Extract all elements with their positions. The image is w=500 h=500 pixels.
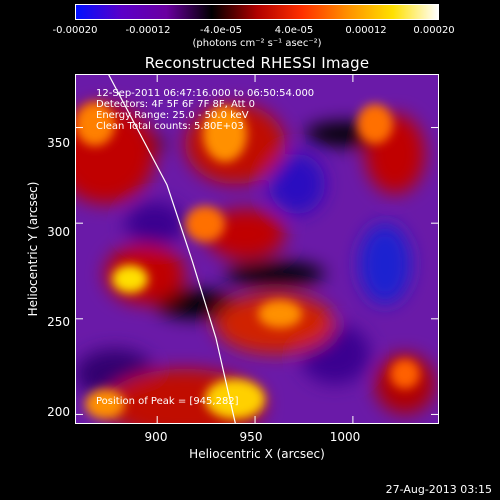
colorbar-tick-label: -0.00020 (52, 25, 98, 36)
x-tick-label: 900 (144, 430, 168, 444)
chart-title: Reconstructed RHESSI Image (144, 54, 370, 72)
info-total-counts: Clean Total counts: 5.80E+03 (96, 121, 244, 132)
x-tick-label: 1000 (329, 430, 361, 444)
colorbar-units: (photons cm⁻² s⁻¹ asec⁻²) (192, 38, 322, 49)
x-axis-label: Heliocentric X (arcsec) (189, 447, 325, 461)
peak-position-label: Position of Peak = [945,282] (96, 396, 239, 407)
info-energy-range: Energy Range: 25.0 - 50.0 keV (96, 110, 249, 121)
heatmap-hotspots (75, 102, 420, 419)
colorbar-tick-label: 0.00012 (345, 25, 387, 36)
info-time-range: 12-Sep-2011 06:47:16.000 to 06:50:54.000 (96, 88, 315, 99)
solar-limb-curve (107, 74, 237, 424)
y-tick-label: 350 (47, 136, 70, 150)
y-tick-label: 250 (47, 315, 70, 329)
plot-timestamp: 27-Aug-2013 03:15 (385, 483, 492, 496)
x-tick-label: 950 (239, 430, 263, 444)
heatmap-svg (75, 74, 439, 424)
heatmap-blobs (75, 104, 435, 424)
colorbar-tick-label: -4.0e-05 (200, 25, 242, 36)
heatmap-plot (75, 74, 439, 424)
colorbar-tick-label: 4.0e-05 (274, 25, 314, 36)
y-tick-label: 300 (47, 225, 70, 239)
info-detectors: Detectors: 4F 5F 6F 7F 8F, Att 0 (96, 99, 256, 110)
colorbar-tick-label: 0.00020 (413, 25, 455, 36)
y-tick-label: 200 (47, 405, 70, 419)
colorbar (75, 4, 439, 20)
y-axis-label: Heliocentric Y (arcsec) (26, 181, 40, 317)
colorbar-tick-label: -0.00012 (125, 25, 171, 36)
